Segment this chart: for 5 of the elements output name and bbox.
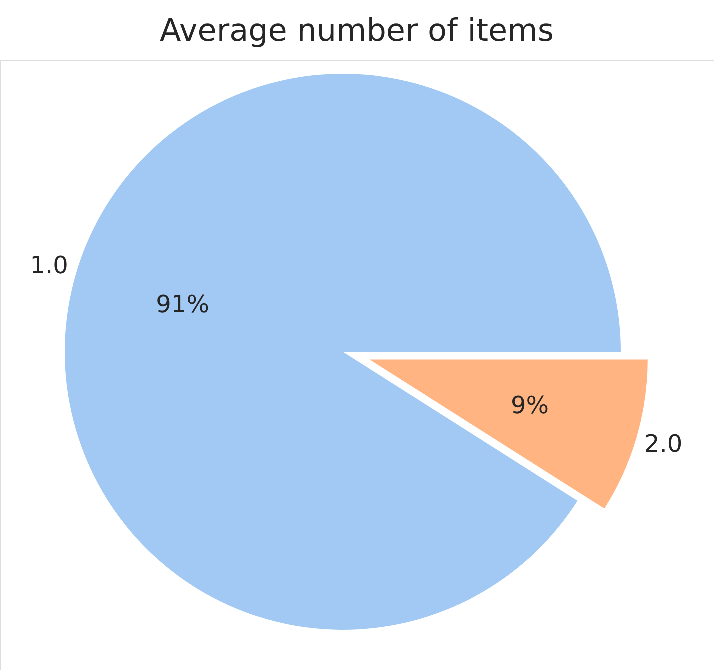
data-label: 9% [511,391,550,420]
slice-label: 1.0 [30,252,68,280]
chart-title: Average number of items [160,13,554,49]
slice-label: 2.0 [644,430,683,458]
data-label: 91% [156,290,210,318]
